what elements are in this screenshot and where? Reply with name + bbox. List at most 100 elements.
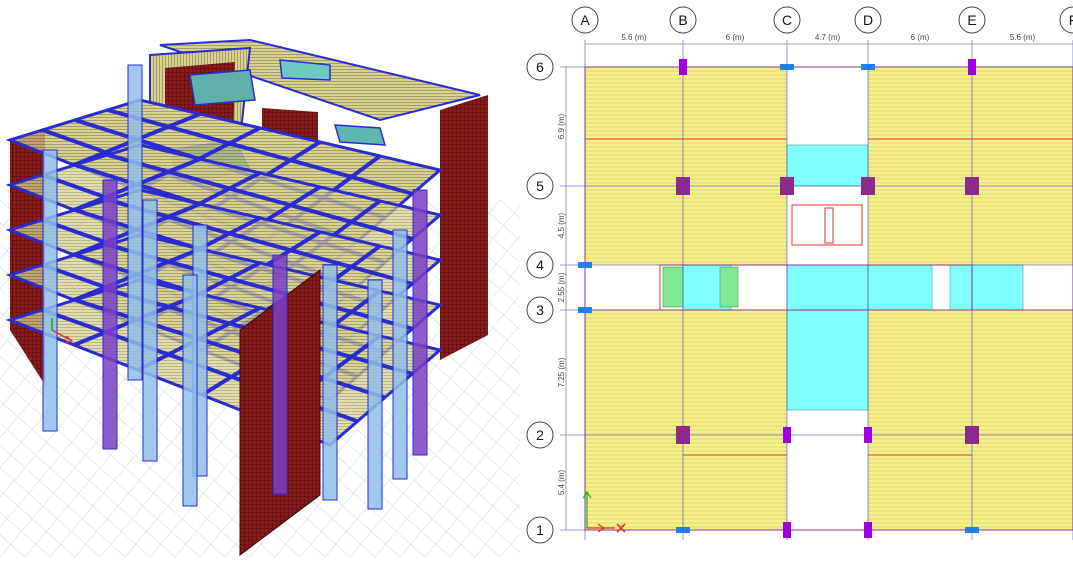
column [578,262,592,268]
green-area [719,266,739,308]
grid-bubble [1059,6,1073,34]
column [578,307,592,313]
row-spacing: 5.4 (m) [557,470,566,496]
slab-panel [683,310,787,435]
column [864,427,872,443]
column [676,426,690,444]
ground-grid-line [0,378,201,558]
column-grid-labels: A B C D E F [571,6,1073,34]
3d-model-canvas [0,38,1073,558]
slab-panel [972,186,1073,265]
grid-label: D [863,12,873,28]
column [272,254,288,495]
slab-panel [972,310,1073,435]
slab-panel [868,435,972,530]
column [42,149,58,432]
column-spacing: 6 (m) [911,33,930,42]
xyz-axis-icon [51,318,74,344]
row-grid-labels: 6 5 4 3 2 1 [526,53,554,544]
row-dimensions: 6.9 (m) 4.5 (m) 2.55 (m) 7.25 (m) 5.4 (m) [557,67,567,530]
slab-opening [786,144,869,187]
column [676,527,690,533]
slab-panel [585,435,683,530]
origin-axis-icon [582,490,626,533]
grid-bubble [854,6,882,34]
beam [106,198,414,286]
opening [279,59,331,81]
grid-bubble [526,172,554,200]
slab-panel [972,435,1073,530]
column [864,522,872,538]
ground-grid-line [0,355,226,558]
shear-wall [440,95,488,360]
column [965,426,979,444]
grid-label: 6 [536,59,544,75]
column [142,199,158,462]
column [968,59,976,75]
column [780,177,794,195]
stair-core [791,204,863,246]
ground-grid-line [0,422,151,558]
green-area [662,266,684,308]
grid-label: 4 [536,257,544,273]
column [780,64,794,70]
grid-bubble [571,6,599,34]
grid-bubble [526,516,554,544]
row-spacing: 2.55 (m) [557,272,566,302]
column [965,527,979,533]
column [965,177,979,195]
beam [106,153,414,241]
slab-panel [683,435,787,530]
column-spacing: 5.6 (m) [621,33,647,42]
slab-panel [972,67,1073,186]
shear-wall [10,128,45,385]
slab-panel [683,186,787,265]
grid-label: F [1069,12,1073,28]
column [679,59,687,75]
column [783,522,791,538]
grid-label: 3 [536,302,544,318]
ground-grid-line [0,288,301,558]
ground-grid-line [0,311,276,558]
slab-panel [585,67,683,186]
grid-label: 5 [536,178,544,194]
column [127,64,143,381]
grid-label: A [580,12,590,28]
grid-bubble [669,6,697,34]
row-spacing: 7.25 (m) [557,357,566,387]
ground-grid-line [0,400,176,558]
column-spacing: 5.6 (m) [1010,33,1036,42]
opening [189,69,256,106]
column-spacing: 4.7 (m) [815,33,841,42]
ground-grid-line [0,489,76,558]
grid-bubble [773,6,801,34]
column [102,179,118,450]
column [861,177,875,195]
grid-label: 2 [536,427,544,443]
grid-bubble [526,296,554,324]
row-spacing: 6.9 (m) [557,114,566,140]
grid-label: 1 [536,522,544,538]
column [367,279,383,510]
column [783,427,791,443]
column [412,189,428,456]
column-dimensions: 5.6 (m) 6 (m) 4.7 (m) 6 (m) 5.6 (m) [585,33,1073,45]
beam [106,108,414,196]
ground-grid-line [0,467,101,558]
beam [106,243,414,331]
slab-panel [585,186,683,265]
slab-opening [949,264,1024,311]
slab-opening [867,264,933,311]
ground-grid-line [0,445,126,558]
grid-bubble [526,251,554,279]
slab-panel [868,310,972,435]
grid-bubble [526,421,554,449]
slab-panel [868,67,972,186]
grid-label: B [678,12,687,28]
column-spacing: 6 (m) [726,33,745,42]
column [392,229,408,480]
grid-label: E [967,12,976,28]
